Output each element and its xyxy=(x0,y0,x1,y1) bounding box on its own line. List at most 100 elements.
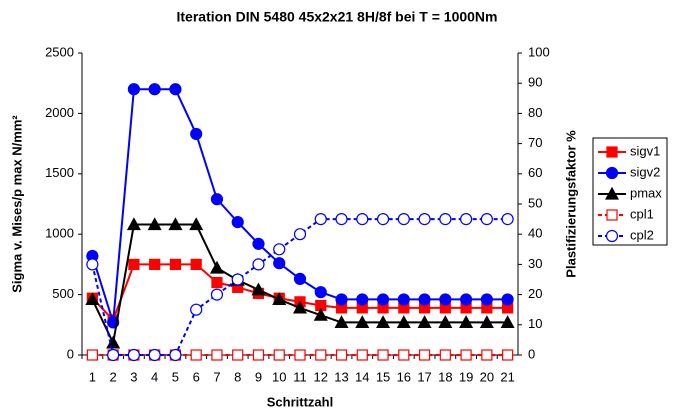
x-tick-label: 16 xyxy=(397,369,411,384)
data-point xyxy=(252,258,265,271)
data-point xyxy=(149,258,161,270)
data-point xyxy=(190,349,202,361)
data-point xyxy=(376,213,390,226)
legend-label: sigv1 xyxy=(630,143,660,158)
data-point xyxy=(189,217,204,231)
data-point xyxy=(501,213,514,226)
legend-box xyxy=(592,137,668,246)
x-tick-label: 2 xyxy=(110,369,117,384)
data-point xyxy=(273,243,286,256)
data-point xyxy=(502,349,514,361)
x-tick-label: 9 xyxy=(255,369,262,384)
x-tick-label: 12 xyxy=(314,369,328,384)
data-point xyxy=(211,349,223,361)
data-point xyxy=(439,293,452,306)
data-point xyxy=(232,349,244,361)
legend-marker xyxy=(606,209,618,221)
y2-tick-label: 30 xyxy=(528,256,542,271)
data-point xyxy=(417,315,432,328)
data-point xyxy=(439,349,451,361)
data-point xyxy=(293,228,307,241)
data-point xyxy=(190,258,202,270)
y-tick-label: 2000 xyxy=(45,105,74,120)
y2-tick-label: 80 xyxy=(528,105,542,120)
data-point xyxy=(126,217,141,231)
data-point xyxy=(481,349,493,361)
data-point xyxy=(190,303,203,316)
data-point xyxy=(86,258,99,271)
x-tick-label: 10 xyxy=(272,369,286,384)
y2-axis-title: Plastifizierungsfaktor % xyxy=(563,130,578,278)
data-point xyxy=(335,349,348,361)
x-tick-label: 21 xyxy=(500,369,514,384)
data-point xyxy=(231,216,244,229)
x-tick-label: 11 xyxy=(293,369,307,384)
data-point xyxy=(169,258,182,270)
data-point xyxy=(292,300,308,314)
data-point xyxy=(148,348,161,362)
data-point xyxy=(85,292,100,306)
data-point xyxy=(107,348,120,362)
x-tick-label: 7 xyxy=(213,369,220,384)
y-tick-label: 1000 xyxy=(45,226,74,241)
y-tick-label: 1500 xyxy=(45,165,74,180)
series-line xyxy=(91,88,508,323)
data-point xyxy=(293,272,307,285)
legend-marker xyxy=(604,186,620,200)
x-tick-label: 20 xyxy=(480,369,494,384)
data-point xyxy=(169,348,182,362)
y2-tick-label: 60 xyxy=(528,165,542,180)
x-tick-label: 15 xyxy=(376,369,390,384)
data-point xyxy=(313,307,328,321)
data-point xyxy=(480,293,493,306)
data-point xyxy=(418,293,431,306)
x-tick-label: 19 xyxy=(459,369,473,384)
data-point xyxy=(273,257,286,270)
data-point xyxy=(335,293,348,306)
data-point xyxy=(355,315,370,328)
data-point xyxy=(252,237,265,250)
data-point xyxy=(460,349,472,361)
data-point xyxy=(438,315,453,328)
data-point xyxy=(479,315,494,328)
data-point xyxy=(251,282,266,296)
legend-marker xyxy=(606,146,618,158)
y2-tick-label: 100 xyxy=(528,44,550,59)
data-point xyxy=(209,260,224,274)
x-tick-label: 13 xyxy=(334,369,348,384)
data-point xyxy=(396,315,411,328)
data-point xyxy=(418,213,431,226)
data-point xyxy=(231,273,244,286)
data-point xyxy=(335,213,348,226)
data-point xyxy=(376,315,391,328)
data-point xyxy=(334,315,349,328)
data-point xyxy=(210,193,224,206)
data-point xyxy=(356,213,369,226)
data-point xyxy=(418,349,431,361)
x-tick-label: 4 xyxy=(151,369,158,384)
data-point xyxy=(252,349,265,361)
data-point xyxy=(397,213,410,226)
y-tick-label: 2500 xyxy=(45,44,74,59)
x-tick-label: 1 xyxy=(89,369,96,384)
y2-tick-label: 50 xyxy=(528,195,542,210)
legend-label: cpl1 xyxy=(630,206,654,221)
legend-label: pmax xyxy=(630,185,662,200)
data-point xyxy=(500,315,515,328)
y2-tick-label: 70 xyxy=(528,135,542,150)
data-point xyxy=(314,286,327,299)
data-point xyxy=(127,348,141,362)
data-point xyxy=(272,292,287,306)
data-point xyxy=(459,293,473,306)
y2-tick-label: 40 xyxy=(528,226,542,241)
data-point xyxy=(86,349,98,361)
x-tick-label: 3 xyxy=(130,369,137,384)
data-point xyxy=(501,293,514,306)
x-tick-label: 6 xyxy=(193,369,200,384)
data-point xyxy=(376,293,390,306)
y-tick-label: 500 xyxy=(52,286,74,301)
data-point xyxy=(459,315,474,328)
legend-label: sigv2 xyxy=(630,164,660,179)
data-point xyxy=(377,349,389,361)
